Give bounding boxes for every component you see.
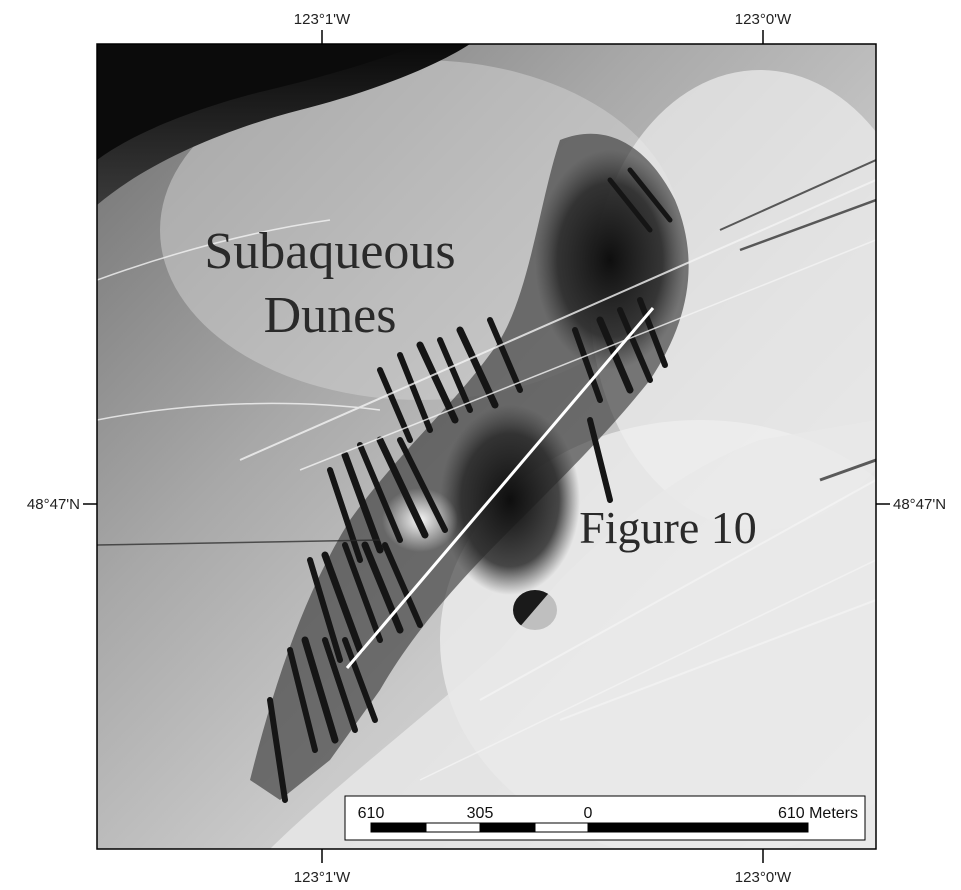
figure-10-label: Figure 10 [579, 502, 757, 553]
lat-label-right: 48°47'N [893, 496, 946, 513]
lon-label-top-left: 123°1'W [294, 11, 351, 28]
graticule-ticks [83, 30, 890, 863]
map-border [96, 43, 877, 850]
lon-label-top-right: 123°0'W [735, 11, 792, 28]
dark-scour-lines [97, 159, 876, 546]
dunes-label-line2: Dunes [264, 287, 397, 344]
dunes-label-line1: Subaqueous [204, 223, 455, 280]
lat-label-left: 48°47'N [27, 496, 80, 513]
scale-label-meters: 610 Meters [778, 805, 858, 822]
scale-segments [370, 822, 809, 833]
scale-label-610: 610 [358, 805, 385, 822]
lon-label-bottom-right: 123°0'W [735, 869, 792, 886]
scale-label-0: 0 [584, 805, 593, 822]
profile-line [345, 307, 655, 669]
lon-label-bottom-left: 123°1'W [294, 869, 351, 886]
scour-lines [97, 179, 876, 781]
scale-label-305: 305 [467, 805, 494, 822]
scale-bar: 610 305 0 610 Meters [344, 795, 866, 841]
shaded-relief-map [97, 44, 876, 849]
